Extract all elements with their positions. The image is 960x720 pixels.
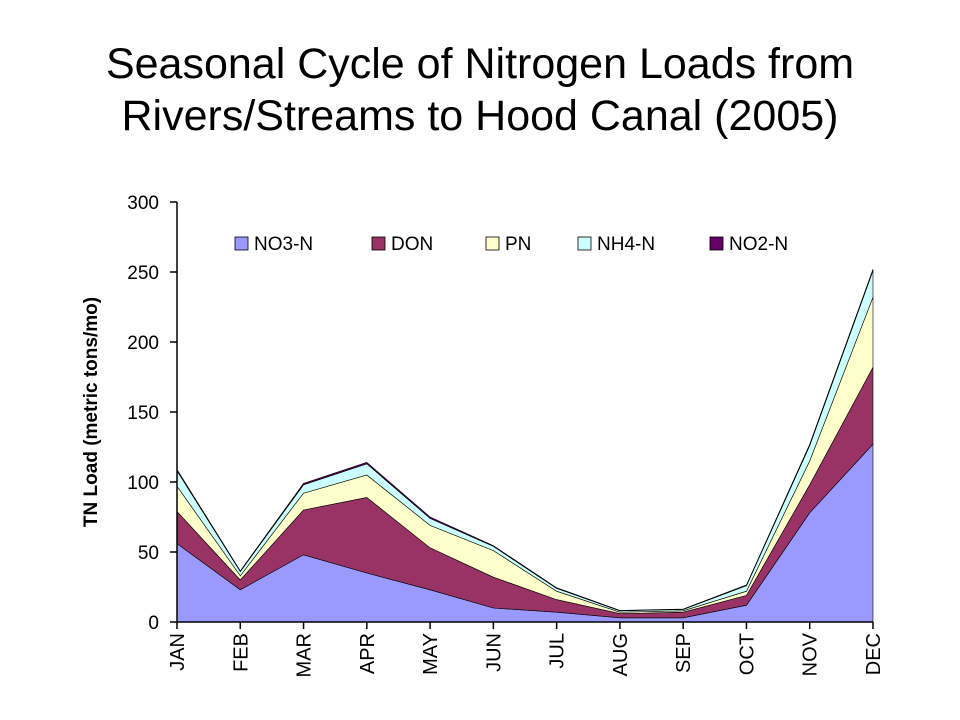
x-tick-label-mar: MAR xyxy=(294,633,316,677)
y-tick-label: 0 xyxy=(148,613,159,634)
y-axis-title: TN Load (metric tons/mo) xyxy=(81,297,102,527)
x-tick-label-sep: SEP xyxy=(673,633,695,673)
legend-label: PN xyxy=(505,234,531,255)
x-tick-label-apr: APR xyxy=(357,633,379,674)
legend-swatch xyxy=(234,236,249,251)
y-tick-label: 150 xyxy=(127,403,159,424)
x-tick-label-nov: NOV xyxy=(800,632,822,676)
legend-label: NO2-N xyxy=(729,234,788,255)
series-areas xyxy=(176,269,874,623)
legend-label: DON xyxy=(391,234,433,255)
x-tick-label-jan: JAN xyxy=(167,633,189,671)
x-tick-label-aug: AUG xyxy=(610,633,632,676)
chart-title: Seasonal Cycle of Nitrogen Loads from Ri… xyxy=(0,38,960,142)
series-area-no2-n xyxy=(176,269,874,612)
y-tick-label: 300 xyxy=(127,193,159,214)
legend-label: NH4-N xyxy=(597,234,655,255)
legend-label: NO3-N xyxy=(254,234,313,255)
x-tick-label-dec: DEC xyxy=(863,633,885,675)
legend-swatch xyxy=(485,236,500,251)
legend: NO3-N DON PN NH4-N NO2-N xyxy=(234,234,788,255)
axes: 0 50 100 150 200 250 300 JAN FEB MAR APR MAY JUN JUL A… xyxy=(127,193,885,677)
legend-swatch xyxy=(577,236,592,251)
legend-swatch xyxy=(371,236,386,251)
x-tick-label-jun: JUN xyxy=(483,633,505,672)
chart-title-line-1: Seasonal Cycle of Nitrogen Loads from xyxy=(105,40,855,88)
y-tick-label: 50 xyxy=(138,543,159,564)
x-tick-label-jul: JUL xyxy=(547,633,569,669)
x-tick-label-feb: FEB xyxy=(230,633,252,672)
x-tick-label-oct: OCT xyxy=(736,633,758,675)
x-tick-label-may: MAY xyxy=(420,633,442,675)
y-tick-label: 100 xyxy=(127,473,159,494)
y-tick-label: 250 xyxy=(127,263,159,284)
chart-title-line-2: Rivers/Streams to Hood Canal (2005) xyxy=(121,92,839,140)
legend-swatch xyxy=(709,236,724,251)
y-tick-label: 200 xyxy=(127,333,159,354)
